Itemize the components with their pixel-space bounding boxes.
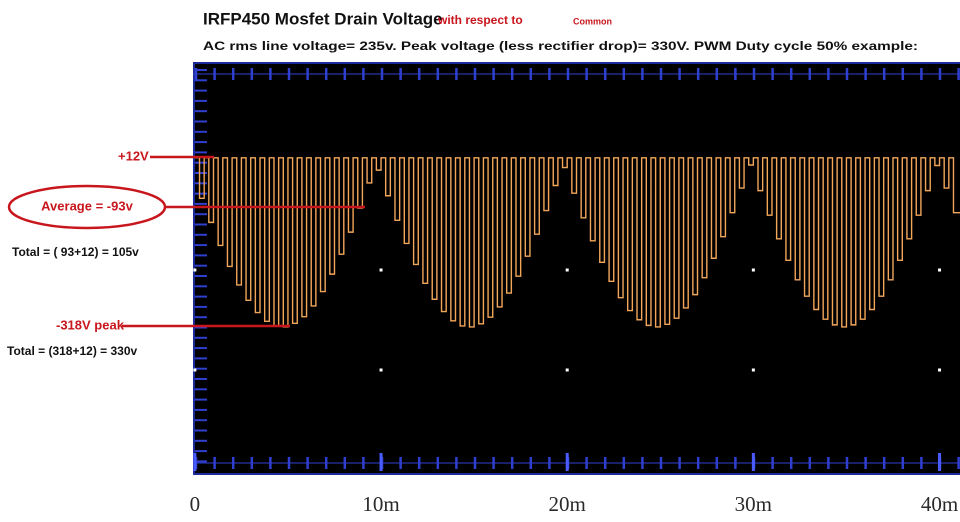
x-tick-label: 30m bbox=[735, 492, 772, 516]
x-tick-label: 0 bbox=[190, 492, 201, 516]
grid-dot bbox=[193, 268, 197, 272]
grid-dot bbox=[379, 268, 383, 272]
annotation: Total = (318+12) = 330v bbox=[7, 344, 138, 358]
x-tick-label: 20m bbox=[549, 492, 586, 516]
grid-dot bbox=[938, 268, 942, 272]
annotation: Total = ( 93+12) = 105v bbox=[12, 245, 139, 259]
plot-background bbox=[193, 62, 960, 475]
title-note-small: Common bbox=[573, 16, 612, 26]
plot bbox=[194, 157, 960, 328]
chart-title: IRFP450 Mosfet Drain Voltage bbox=[203, 9, 443, 28]
waveform bbox=[194, 157, 960, 328]
x-tick-label: 40m bbox=[921, 492, 958, 516]
grid-dot bbox=[379, 368, 383, 372]
grid-dot bbox=[938, 368, 942, 372]
x-tick-label: 10m bbox=[362, 492, 399, 516]
annotation: +12V bbox=[118, 148, 149, 163]
grid-dot bbox=[193, 368, 197, 372]
annotation: Average = -93v bbox=[41, 198, 133, 213]
grid-dot bbox=[565, 268, 569, 272]
title-note: with respect to bbox=[437, 13, 523, 27]
grid-dot bbox=[565, 368, 569, 372]
graticule bbox=[193, 62, 960, 475]
grid-dot bbox=[751, 268, 755, 272]
annotation: -318V peak bbox=[56, 317, 125, 332]
grid-dot bbox=[751, 368, 755, 372]
chart-subtitle: AC rms line voltage= 235v. Peak voltage … bbox=[203, 39, 918, 53]
